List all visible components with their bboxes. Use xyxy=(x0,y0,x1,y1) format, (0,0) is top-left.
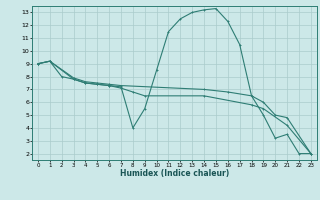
X-axis label: Humidex (Indice chaleur): Humidex (Indice chaleur) xyxy=(120,169,229,178)
